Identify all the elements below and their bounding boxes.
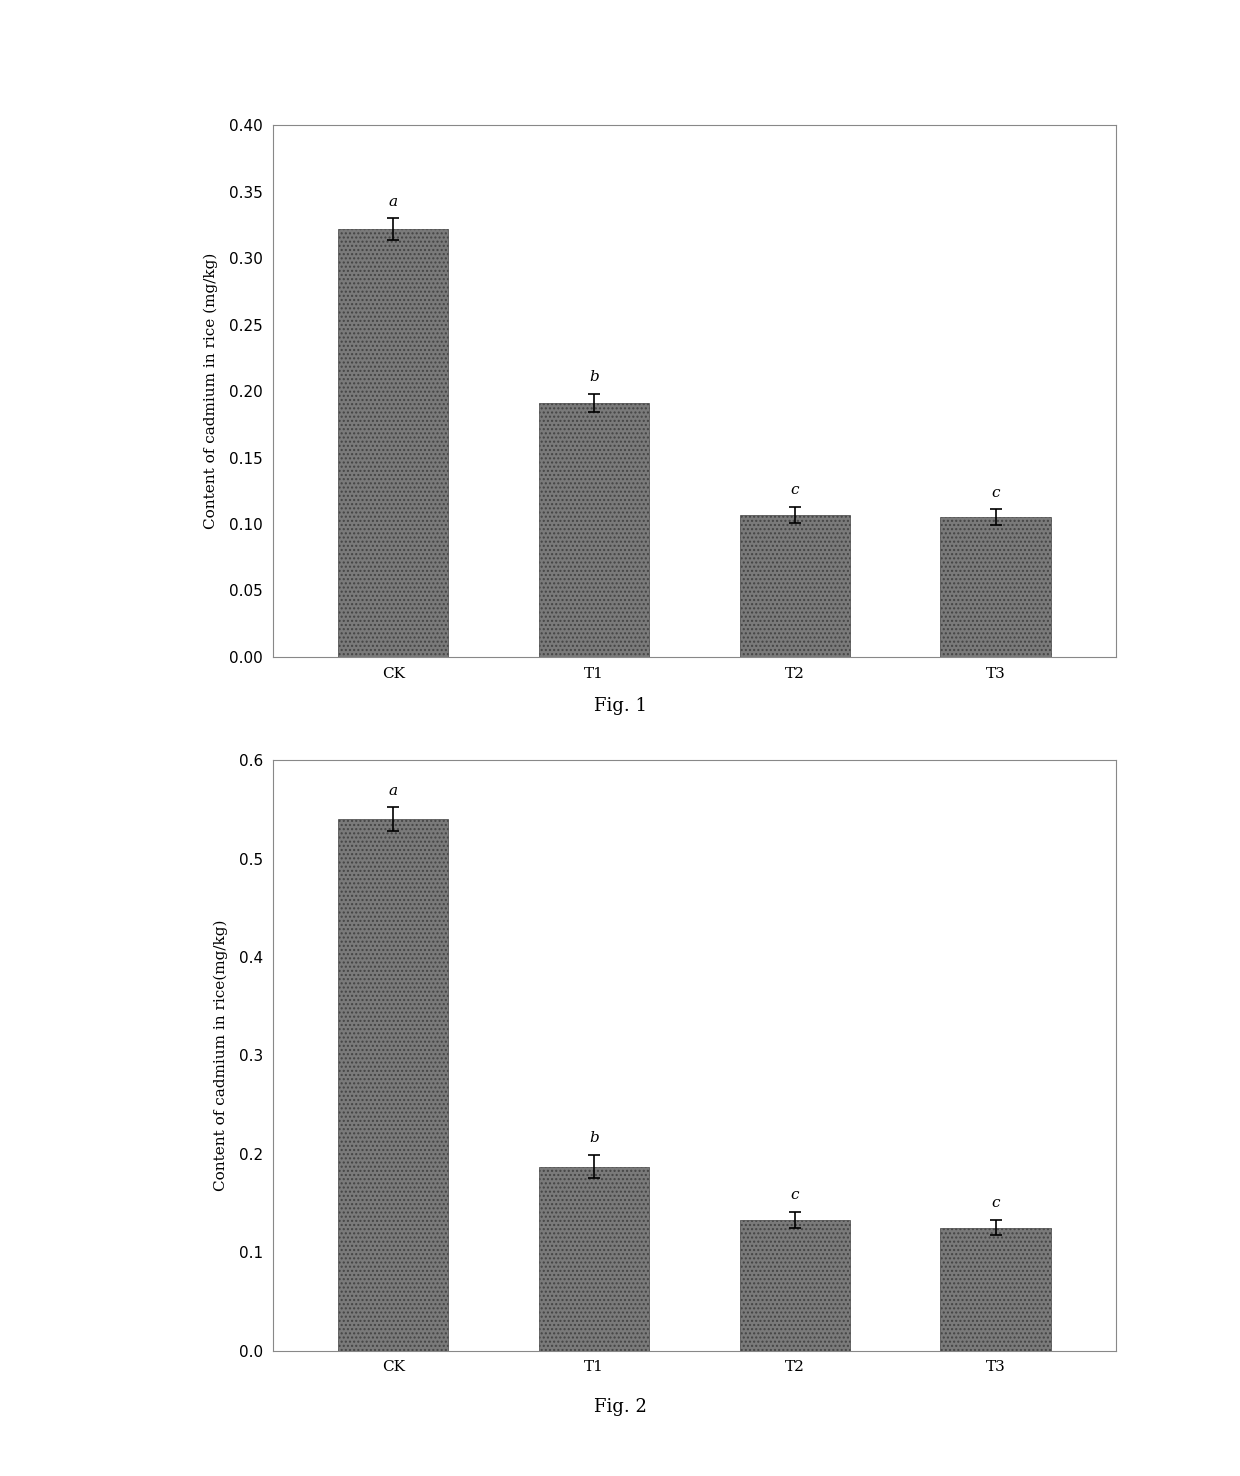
Text: a: a — [388, 784, 398, 797]
Bar — [539, 1166, 650, 1351]
Text: a: a — [388, 195, 398, 210]
Bar — [339, 229, 449, 657]
Bar — [539, 403, 650, 657]
Bar — [739, 515, 849, 657]
Y-axis label: Content of cadmium in rice (mg/kg): Content of cadmium in rice (mg/kg) — [203, 252, 218, 530]
Text: c: c — [791, 1188, 799, 1201]
Text: Fig. 2: Fig. 2 — [594, 1398, 646, 1415]
Text: c: c — [791, 484, 799, 497]
Text: b: b — [589, 370, 599, 385]
Bar — [940, 1228, 1050, 1351]
Text: c: c — [991, 1196, 999, 1210]
Bar — [940, 517, 1050, 657]
Text: c: c — [991, 486, 999, 500]
Bar — [339, 819, 449, 1351]
Text: Fig. 1: Fig. 1 — [594, 697, 646, 714]
Bar — [739, 1219, 849, 1351]
Y-axis label: Content of cadmium in rice(mg/kg): Content of cadmium in rice(mg/kg) — [213, 920, 228, 1191]
Text: b: b — [589, 1131, 599, 1145]
